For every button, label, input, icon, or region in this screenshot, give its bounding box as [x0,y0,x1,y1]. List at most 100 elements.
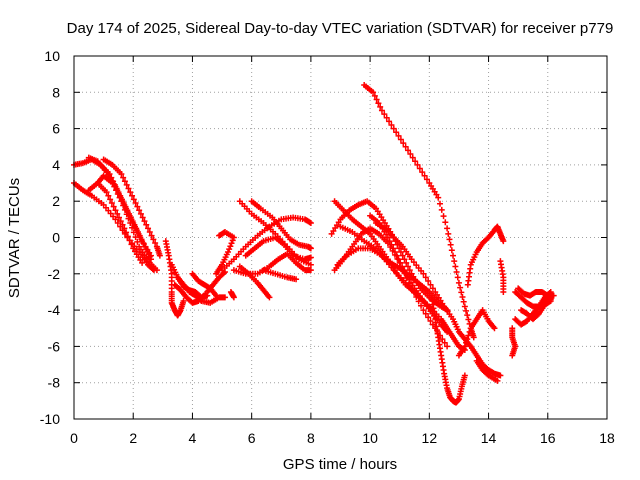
data-point [453,268,460,275]
data-points [71,82,557,406]
y-tick-label: -10 [40,411,60,427]
data-point [121,206,128,213]
data-point [266,294,273,301]
data-point [402,143,409,150]
data-point [137,210,144,217]
y-tick-label: -6 [48,338,61,354]
data-point [395,132,402,139]
data-point [146,229,153,236]
data-point [466,328,473,335]
y-tick-labels: -10 -8 -6 -4 -2 0 2 4 6 8 10 [40,48,60,427]
data-point [440,213,447,220]
data-point [307,267,314,274]
data-point [425,278,432,285]
data-point [139,214,146,221]
data-point [395,256,402,263]
data-point [390,245,397,252]
data-point [371,92,378,99]
data-point [390,125,397,132]
data-point [230,294,237,301]
data-point [145,225,152,232]
data-point [409,154,416,161]
data-point [446,236,453,243]
data-point [152,239,159,246]
data-point [425,314,432,321]
data-point [105,192,112,199]
data-point [397,259,404,266]
x-axis-label: GPS time / hours [283,456,397,473]
data-point [465,316,472,323]
y-tick-label: 4 [52,157,60,173]
data-point [464,312,471,319]
data-point [463,307,470,314]
y-tick-label: -4 [48,302,61,318]
data-point [147,252,154,259]
data-point [381,111,388,118]
y-tick-label: 2 [52,193,60,209]
data-point [224,249,231,256]
data-point [373,96,380,103]
x-tick-labels: 0 2 4 6 8 10 12 14 16 18 [70,430,615,446]
data-point [123,229,130,236]
data-point [401,256,408,263]
data-point [384,234,391,241]
data-point [421,172,428,179]
data-point [227,243,234,250]
data-point [400,140,407,147]
data-point [399,252,406,259]
y-tick-label: 8 [52,84,60,100]
data-point [435,194,442,201]
data-point [135,230,142,237]
data-point [420,307,427,314]
data-point [112,216,119,223]
data-point [436,200,443,207]
data-point [120,202,127,209]
data-point [416,165,423,172]
data-point [125,215,132,222]
data-point [143,221,150,228]
data-point [121,178,128,185]
data-point [127,189,134,196]
data-point [375,100,382,107]
y-tick-label: 6 [52,121,60,137]
data-point [204,292,211,299]
data-point [130,229,137,236]
data-point [120,174,127,181]
data-point [130,196,137,203]
data-point [444,328,451,335]
data-point [121,225,128,232]
data-point [307,245,314,252]
data-point [500,238,507,245]
data-point [497,372,504,379]
data-point [494,377,501,384]
data-point [405,147,412,154]
data-point [108,200,115,207]
data-point [455,279,462,286]
data-point [148,232,155,239]
data-point [150,236,157,243]
data-point [465,332,472,339]
data-point [393,252,400,259]
data-point [136,207,143,214]
data-point [307,219,314,226]
data-point [118,170,125,177]
data-point [113,187,120,194]
data-point [110,203,117,210]
data-point [397,136,404,143]
data-point [396,245,403,252]
x-tick-label: 14 [481,430,497,446]
data-point [451,258,458,265]
data-point [383,114,390,121]
data-point [112,207,119,214]
data-point [412,158,419,165]
data-point [386,118,393,125]
data-point [422,274,429,281]
data-point [134,238,141,245]
x-tick-label: 12 [422,430,438,446]
y-tick-label: -2 [48,266,61,282]
y-axis-label: SDTVAR / TECUs [6,178,23,298]
x-tick-label: 8 [307,430,315,446]
y-tick-label: -8 [48,375,61,391]
data-point [429,285,436,292]
